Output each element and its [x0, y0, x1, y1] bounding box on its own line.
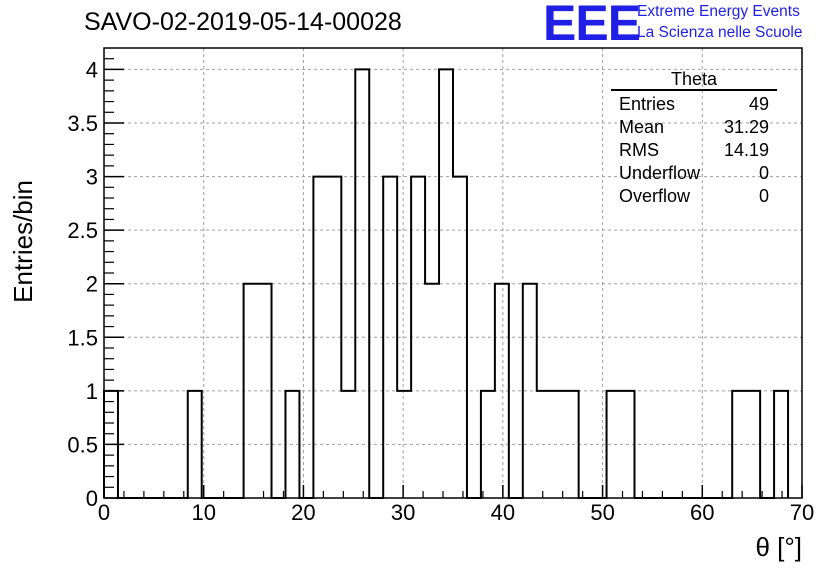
- stats-box: Theta Entries 49 Mean 31.29 RMS 14.19 Under…: [611, 68, 777, 208]
- stats-label: Entries: [619, 94, 676, 114]
- logo-line-1: Extreme Energy Events: [637, 3, 800, 20]
- chart-title: SAVO-02-2019-05-14-00028: [84, 8, 402, 36]
- eee-logo: EEE: [543, 0, 641, 51]
- stats-value: 14.19: [723, 140, 769, 160]
- x-tick-label: 70: [790, 500, 814, 525]
- x-tick-label: 10: [191, 500, 215, 525]
- y-tick-label: 0: [86, 486, 98, 511]
- logo-line-2: La Scienza nelle Scuole: [637, 24, 803, 41]
- tick-labels: 0 10 20 30 40 50 60 70 0 0.5 1 1.5 2 2.5 3 3.5 4: [67, 57, 814, 525]
- x-tick-label: 50: [590, 500, 614, 525]
- y-axis-label: Entries/bin: [8, 180, 38, 303]
- x-tick-label: 0: [98, 500, 110, 525]
- x-tick-label: 30: [391, 500, 415, 525]
- x-tick-label: 20: [291, 500, 315, 525]
- y-tick-label: 2.5: [67, 218, 98, 243]
- stats-row: RMS 14.19: [611, 139, 777, 162]
- stats-row: Entries 49: [611, 93, 777, 116]
- stats-row: Mean 31.29: [611, 116, 777, 139]
- stats-value: 49: [748, 94, 769, 114]
- x-tick-label: 60: [690, 500, 714, 525]
- y-tick-label: 1: [86, 379, 98, 404]
- stats-label: Underflow: [619, 163, 701, 183]
- plot-frame: [103, 47, 803, 499]
- y-tick-label: 3: [86, 165, 98, 190]
- stats-label: Overflow: [619, 186, 691, 206]
- y-tick-label: 0.5: [67, 432, 98, 457]
- stats-row: Underflow 0: [611, 162, 777, 185]
- stats-label: Mean: [619, 117, 665, 137]
- x-tick-label: 40: [491, 500, 515, 525]
- y-tick-label: 1.5: [67, 325, 98, 350]
- y-tick-label: 2: [86, 272, 98, 297]
- x-axis-label: θ [°]: [755, 532, 802, 562]
- stats-value: 0: [758, 163, 769, 183]
- stats-value: 31.29: [723, 117, 769, 137]
- stats-label: RMS: [619, 140, 659, 160]
- y-tick-label: 4: [86, 57, 98, 82]
- stats-row: Overflow 0: [611, 185, 777, 208]
- y-tick-label: 3.5: [67, 111, 98, 136]
- stats-title: Theta: [611, 68, 777, 91]
- stats-value: 0: [758, 186, 769, 206]
